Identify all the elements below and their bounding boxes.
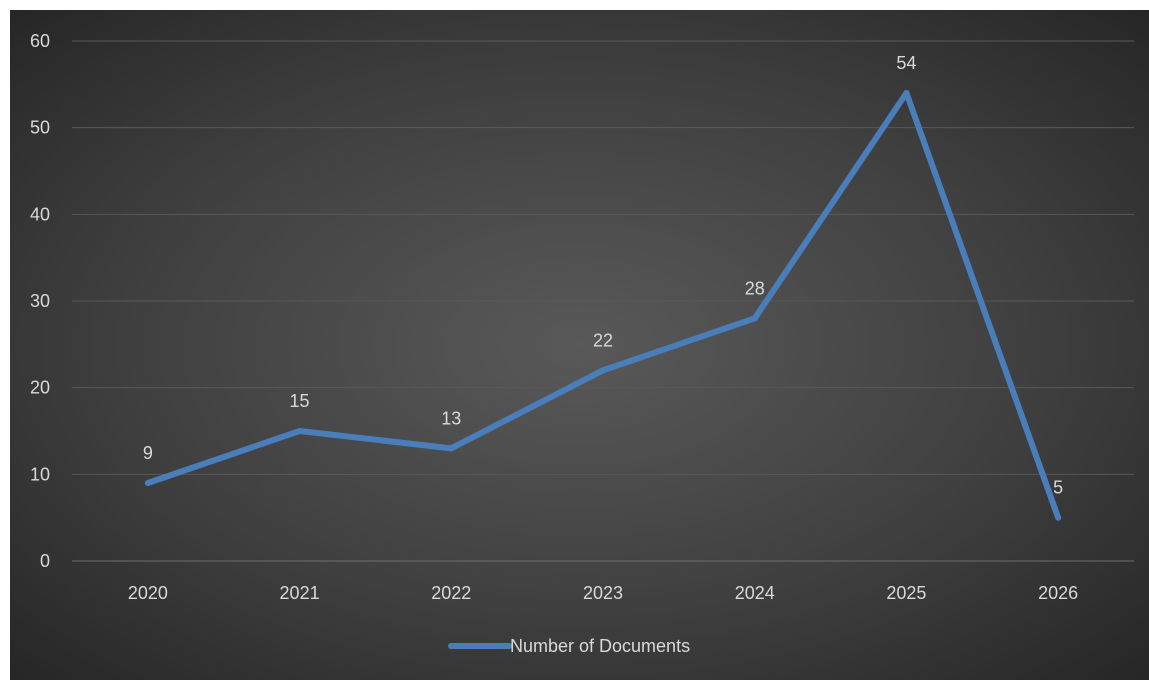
data-point [144,480,151,486]
y-axis-tick-labels: 0 10 20 30 40 50 60 [30,31,50,571]
x-tick-label: 2026 [1038,583,1078,603]
x-tick-label: 2025 [886,583,926,603]
y-tick-label: 50 [30,118,50,138]
y-tick-label: 0 [40,551,50,571]
x-tick-label: 2023 [583,583,623,603]
data-point [1055,514,1062,521]
y-tick-label: 20 [30,378,50,398]
x-tick-label: 2022 [431,583,471,603]
chart-area: 0 10 20 30 40 50 60 2020 2021 2022 2023 2024 2025 20… [10,10,1149,680]
data-label: 54 [896,53,916,73]
series-line [144,90,1062,521]
x-tick-label: 2020 [128,583,168,603]
y-tick-label: 10 [30,464,50,484]
data-label: 13 [441,408,461,428]
y-tick-label: 40 [30,204,50,224]
data-point [903,90,910,96]
data-label: 22 [593,330,613,350]
legend-label: Number of Documents [510,636,690,656]
legend: Number of Documents [448,636,690,656]
data-point [751,315,758,322]
data-point [600,367,606,374]
data-label: 5 [1053,478,1063,498]
data-point [296,428,303,434]
x-tick-label: 2021 [280,583,320,603]
y-tick-label: 30 [30,291,50,311]
data-label: 28 [745,278,765,298]
data-labels: 9 15 13 22 28 54 5 [143,53,1063,498]
x-axis-tick-labels: 2020 2021 2022 2023 2024 2025 2026 [128,583,1078,603]
data-label: 15 [290,391,310,411]
data-label: 9 [143,443,153,463]
y-tick-label: 60 [30,31,50,51]
gridlines [72,40,1134,562]
x-tick-label: 2024 [735,583,775,603]
series-group [144,90,1062,521]
data-point [448,445,455,452]
